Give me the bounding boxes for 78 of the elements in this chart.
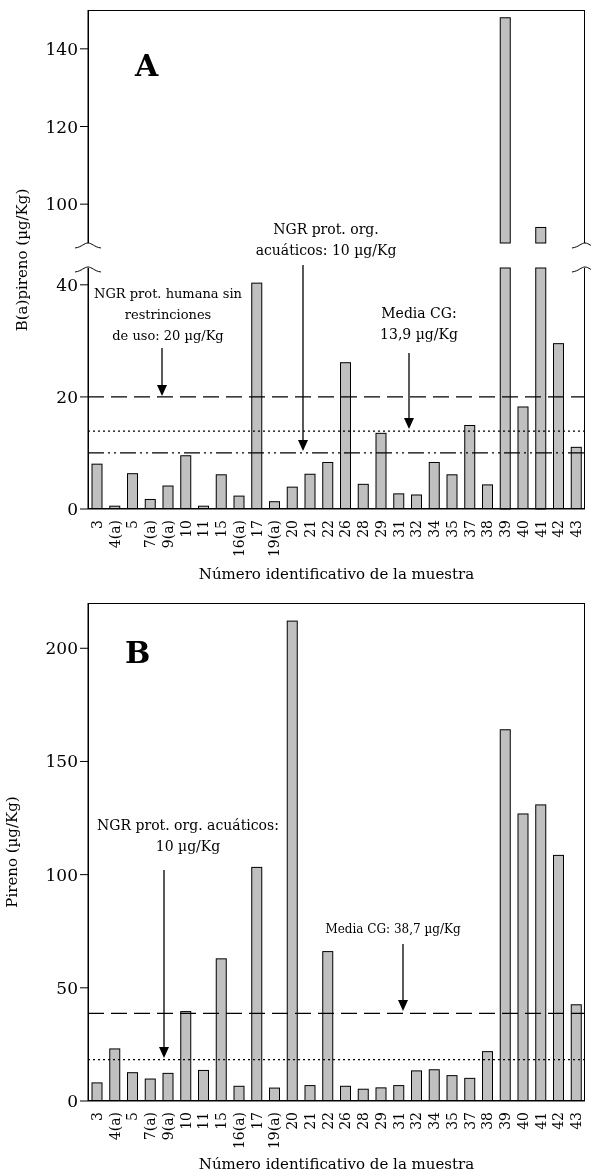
x-tick-label: 7(a) <box>142 520 159 549</box>
text: A <box>135 48 159 83</box>
x-tick-label: 40 <box>514 520 531 538</box>
x-tick-label: 34 <box>426 519 443 538</box>
x-tick-label: 37 <box>461 520 478 538</box>
x-tick-label: 9(a) <box>159 520 176 549</box>
x-tick-label: 11 <box>195 1112 212 1130</box>
x-tick-label: 42 <box>550 520 567 538</box>
x-tick-label: 9(a) <box>159 1112 176 1141</box>
annotation: Media CG: 13,9 µg/Kg <box>380 305 458 342</box>
x-tick-label: 21 <box>301 520 318 538</box>
x-tick-label: 22 <box>319 1112 336 1130</box>
x-tick-label: 10 <box>177 520 194 538</box>
x-tick-label: 16(a) <box>230 1112 247 1150</box>
x-tick-label: 37 <box>461 1112 478 1130</box>
text: B <box>125 635 151 670</box>
x-tick-label: 22 <box>319 520 336 538</box>
y-tick-label: 100 <box>45 194 78 215</box>
x-tick-label: 7(a) <box>142 1112 159 1141</box>
x-tick-label: 17 <box>248 520 265 538</box>
x-tick-label: 10 <box>177 1112 194 1130</box>
x-tick-label: 43 <box>568 520 585 538</box>
x-tick-label: 19(a) <box>266 1112 283 1150</box>
x-tick-label: 28 <box>355 520 372 538</box>
y-tick-label: 50 <box>56 977 78 998</box>
x-tick-label: 26 <box>337 1111 354 1130</box>
x-tick-label: 39 <box>497 520 514 538</box>
x-tick-label: 15 <box>213 1112 230 1130</box>
x-tick-label: 29 <box>372 520 389 538</box>
x-tick-label: 19(a) <box>266 520 283 558</box>
x-tick-label: 29 <box>372 1112 389 1130</box>
x-tick-label: 3 <box>88 520 105 529</box>
x-tick-label: 20 <box>284 520 301 538</box>
annotation: NGR prot. humana sin restrinciones de uso: 20 µg/Kg <box>94 286 243 343</box>
annotation: Media CG: 38,7 µg/Kg <box>325 922 461 936</box>
y-axis-title: Pireno (µg/Kg) <box>3 796 22 908</box>
y-tick-label: 150 <box>45 751 78 772</box>
x-tick-label: 28 <box>355 1112 372 1130</box>
x-tick-label: 31 <box>390 1112 407 1130</box>
y-tick-label: 0 <box>67 499 78 520</box>
x-tick-label: 32 <box>408 520 425 538</box>
x-tick-label: 41 <box>532 520 549 538</box>
x-tick-label: 21 <box>301 1112 318 1130</box>
y-tick-label: 120 <box>45 116 78 137</box>
x-tick-label: 32 <box>408 1112 425 1130</box>
x-tick-label: 38 <box>479 1112 496 1130</box>
x-tick-label: 20 <box>284 1112 301 1130</box>
x-tick-label: 4(a) <box>106 1112 123 1141</box>
y-tick-label: 40 <box>56 274 78 295</box>
x-tick-label: 4(a) <box>106 520 123 549</box>
x-tick-label: 40 <box>514 1112 531 1130</box>
x-tick-label: 5 <box>124 520 141 529</box>
x-tick-label: 35 <box>443 1112 460 1130</box>
x-tick-label: 34 <box>426 1111 443 1130</box>
annotation: NGR prot. org. acuáticos: 10 µg/Kg <box>255 221 397 258</box>
y-tick-label: 0 <box>67 1091 78 1112</box>
annotation: NGR prot. org. acuáticos: 10 µg/Kg <box>97 817 279 854</box>
y-tick-label: 200 <box>45 638 78 659</box>
y-axis-title: B(a)pireno (µg/Kg) <box>13 188 31 332</box>
x-tick-label: 31 <box>390 520 407 538</box>
x-tick-label: 26 <box>337 519 354 538</box>
y-tick-label: 140 <box>45 38 78 59</box>
x-tick-label: 35 <box>443 520 460 538</box>
x-tick-label: 17 <box>248 1112 265 1130</box>
x-tick-label: 43 <box>568 1112 585 1130</box>
x-axis-title: Número identificativo de la muestra <box>198 565 475 583</box>
x-tick-label: 38 <box>479 520 496 538</box>
x-tick-label: 11 <box>195 520 212 538</box>
x-axis-title: Número identificativo de la muestra <box>198 1155 475 1172</box>
x-tick-label: 39 <box>497 1112 514 1130</box>
x-tick-label: 15 <box>213 520 230 538</box>
y-tick-label: 20 <box>56 386 78 407</box>
x-tick-label: 16(a) <box>230 520 247 558</box>
x-tick-label: 42 <box>550 1112 567 1130</box>
y-tick-label: 100 <box>45 864 78 885</box>
x-tick-label: 41 <box>532 1112 549 1130</box>
x-tick-label: 5 <box>124 1112 141 1121</box>
x-tick-label: 3 <box>88 1112 105 1121</box>
